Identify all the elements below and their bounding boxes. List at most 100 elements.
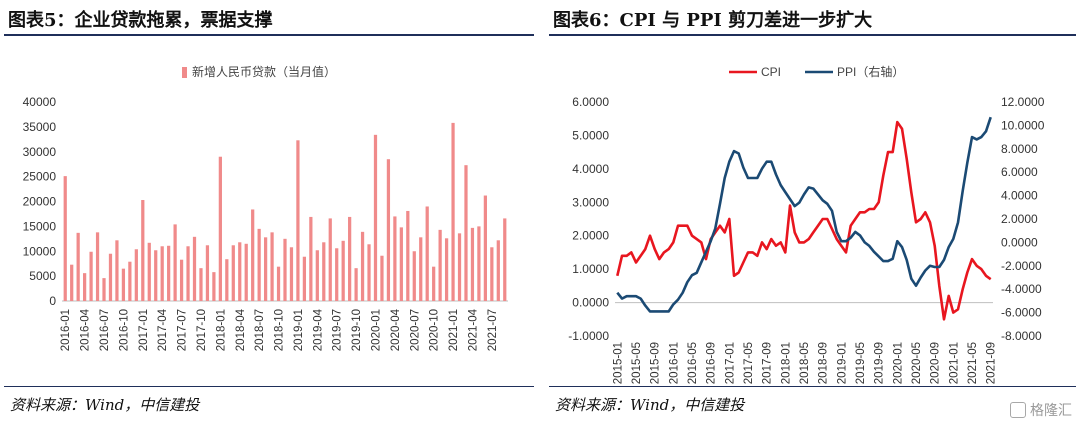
bar [341, 240, 345, 301]
y-right-tick-label: 0.0000 [1001, 235, 1038, 249]
bar [83, 273, 87, 301]
ppi-line [616, 116, 992, 313]
x-tick-label: 2016-04 [80, 308, 92, 351]
legend-label: 新增人民币贷款（当月值） [192, 64, 336, 79]
x-tick-label: 2021-07 [487, 309, 499, 351]
bar [128, 261, 132, 301]
watermark-logo: 格隆汇 [1010, 400, 1072, 420]
bar [95, 232, 100, 301]
bar [496, 240, 500, 301]
x-tick-label: 2020-01 [892, 342, 904, 384]
x-tick-label: 2015-09 [650, 342, 662, 384]
bar [147, 242, 151, 301]
y-right-tick-label: 6.0000 [1001, 165, 1038, 179]
x-tick-label: 2016-01 [60, 309, 72, 351]
y-tick-label: 0 [49, 294, 56, 308]
y-left-tick-label: 0.0000 [572, 296, 609, 310]
x-tick-label: 2017-01 [724, 342, 736, 384]
x-tick-label: 2018-09 [818, 342, 830, 384]
right-source-note: 资料来源：Wind，中信建投 [555, 396, 745, 414]
right-line-chart: -1.0000 0.0000 1.0000 2.0000 3.0000 4.0000 5.0… [568, 64, 1045, 384]
bar [483, 195, 487, 301]
bar [167, 245, 171, 301]
bar [244, 243, 248, 301]
bar [348, 216, 352, 301]
y-tick-label: 5000 [29, 269, 56, 283]
bar [399, 227, 403, 301]
y-right-tick-label: -8.0000 [1001, 329, 1042, 343]
x-tick-label: 2017-10 [196, 309, 208, 351]
y-tick-label: 15000 [23, 219, 57, 233]
y-tick-label: 25000 [23, 170, 57, 184]
bar [257, 228, 261, 301]
y-left-tick-label: 1.0000 [572, 262, 609, 276]
right-bottom-rule [549, 386, 1076, 387]
y-left-tick-label: 6.0000 [572, 95, 609, 109]
bar [464, 165, 468, 301]
bar [457, 233, 462, 301]
x-tick-label: 2021-05 [967, 342, 979, 384]
bar [199, 268, 203, 301]
bar [360, 231, 365, 301]
bar [302, 256, 307, 301]
bar [322, 242, 326, 301]
y-right-tick-label: 10.0000 [1001, 118, 1045, 132]
x-tick-label: 2018-07 [254, 309, 266, 351]
x-tick-label: 2020-09 [930, 342, 942, 384]
y-left-tick-label: -1.0000 [568, 329, 609, 343]
bar [160, 246, 164, 301]
legend-swatch [182, 67, 187, 78]
bar [141, 200, 145, 301]
x-tick-label: 2015-01 [612, 342, 624, 384]
bar [444, 238, 449, 301]
x-tick-label: 2017-05 [743, 342, 755, 384]
y-right-tick-label: -6.0000 [1001, 306, 1042, 320]
bar [406, 210, 410, 301]
bar [276, 266, 281, 301]
y-right-tick-label: 12.0000 [1001, 95, 1045, 109]
left-bar-chart: 0 5000 10000 15000 20000 25000 30000 35000 40000… [23, 64, 508, 351]
bar [63, 176, 67, 301]
x-tick-label: 2015-05 [631, 342, 643, 384]
x-tick-label: 2016-05 [687, 342, 699, 384]
x-tick-label: 2017-09 [762, 342, 774, 384]
left-source-note: 资料来源：Wind，中信建投 [10, 396, 200, 414]
x-tick-label: 2018-10 [274, 309, 286, 351]
bar [179, 259, 184, 301]
cpi-line [616, 120, 992, 321]
x-tick-label: 2020-07 [409, 309, 421, 351]
bar [328, 218, 332, 301]
bar [102, 278, 106, 301]
bar [451, 122, 455, 302]
x-tick-label: 2016-01 [668, 342, 680, 384]
x-tick-label: 2019-01 [836, 342, 848, 384]
x-tick-label: 2016-07 [99, 309, 111, 351]
bar [212, 272, 216, 301]
bar [218, 156, 222, 301]
x-tick-label: 2018-01 [780, 342, 792, 384]
y-left-tick-label: 3.0000 [572, 195, 609, 209]
bar [115, 240, 119, 301]
bar [154, 250, 158, 301]
bar [425, 206, 429, 301]
x-tick-label: 2016-10 [118, 309, 130, 351]
bar [380, 255, 384, 301]
bar [412, 251, 416, 301]
bar [238, 242, 242, 301]
x-tick-label: 2020-05 [911, 342, 923, 384]
x-tick-label: 2019-10 [351, 309, 363, 351]
left-bottom-rule [4, 386, 534, 387]
x-tick-label: 2019-07 [332, 309, 344, 351]
bar [296, 140, 300, 301]
bar [192, 236, 197, 301]
bar [432, 266, 436, 301]
bar [70, 264, 74, 301]
bar [315, 250, 319, 301]
x-tick-label: 2017-01 [138, 309, 150, 351]
bar [134, 249, 138, 301]
x-tick-label: 2017-04 [157, 308, 169, 351]
bar [231, 245, 235, 301]
right-chart-panel: 图表6：CPI 与 PPI 剪刀差进一步扩大 -1.0000 0.0000 1.00… [545, 0, 1080, 426]
x-tick-label: 2019-04 [312, 308, 324, 351]
x-tick-label: 2019-05 [855, 342, 867, 384]
